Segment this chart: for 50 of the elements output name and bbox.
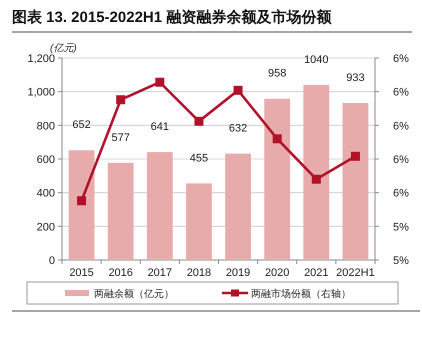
data-label: 958 bbox=[268, 68, 286, 80]
point bbox=[312, 174, 321, 184]
y-tick-label: 400 bbox=[36, 188, 55, 200]
bar bbox=[303, 84, 330, 260]
point bbox=[155, 78, 164, 87]
bar bbox=[264, 98, 290, 260]
point bbox=[77, 196, 86, 206]
x-tick-label: 2019 bbox=[226, 267, 250, 279]
point bbox=[272, 134, 282, 144]
y2-tick-label: 5% bbox=[393, 255, 410, 267]
y-tick-label: 200 bbox=[36, 221, 55, 234]
legend-label: 两融余额（亿元） bbox=[94, 288, 174, 300]
x-tick-label: 2015 bbox=[69, 267, 94, 279]
data-label: 632 bbox=[228, 122, 248, 135]
point bbox=[116, 95, 126, 104]
data-label: 652 bbox=[72, 119, 91, 132]
data-label: 577 bbox=[112, 132, 130, 144]
x-tick-label: 2016 bbox=[108, 267, 133, 279]
y2-tick-label: 5% bbox=[393, 221, 410, 234]
point bbox=[350, 152, 360, 161]
y-tick-label: 1,200 bbox=[27, 53, 55, 65]
y2-tick-label: 6% bbox=[393, 154, 410, 166]
y2-tick-label: 6% bbox=[393, 188, 410, 200]
point bbox=[234, 86, 243, 95]
x-tick-label: 2022H1 bbox=[336, 267, 375, 279]
data-label: 933 bbox=[346, 72, 365, 84]
point bbox=[194, 116, 204, 126]
x-tick-label: 2018 bbox=[186, 267, 212, 279]
x-tick-label: 2020 bbox=[264, 267, 290, 279]
data-label: 641 bbox=[150, 121, 169, 134]
y2-tick-label: 6% bbox=[393, 120, 410, 132]
data-label: 455 bbox=[190, 152, 208, 164]
bar bbox=[146, 152, 173, 260]
y2-tick-label: 6% bbox=[393, 86, 410, 99]
y-tick-label: 1,000 bbox=[27, 86, 55, 99]
data-label: 1040 bbox=[304, 54, 329, 66]
chart-title: 图表 13. 2015-2022H1 融资融券余额及市场份额 bbox=[12, 8, 332, 26]
x-tick-label: 2021 bbox=[304, 267, 329, 279]
bar bbox=[342, 102, 368, 260]
y-axis-title: (亿元) bbox=[50, 43, 77, 54]
y-tick-label: 0 bbox=[48, 255, 55, 267]
bar bbox=[68, 150, 94, 260]
bar bbox=[108, 162, 134, 260]
y2-tick-label: 6% bbox=[393, 53, 410, 65]
y-tick-label: 600 bbox=[36, 154, 55, 166]
x-tick-label: 2017 bbox=[148, 267, 172, 279]
bar bbox=[225, 154, 251, 260]
legend-label: 两融市场份额（右轴） bbox=[251, 288, 351, 300]
y-tick-label: 800 bbox=[36, 120, 55, 132]
bar bbox=[186, 183, 212, 260]
